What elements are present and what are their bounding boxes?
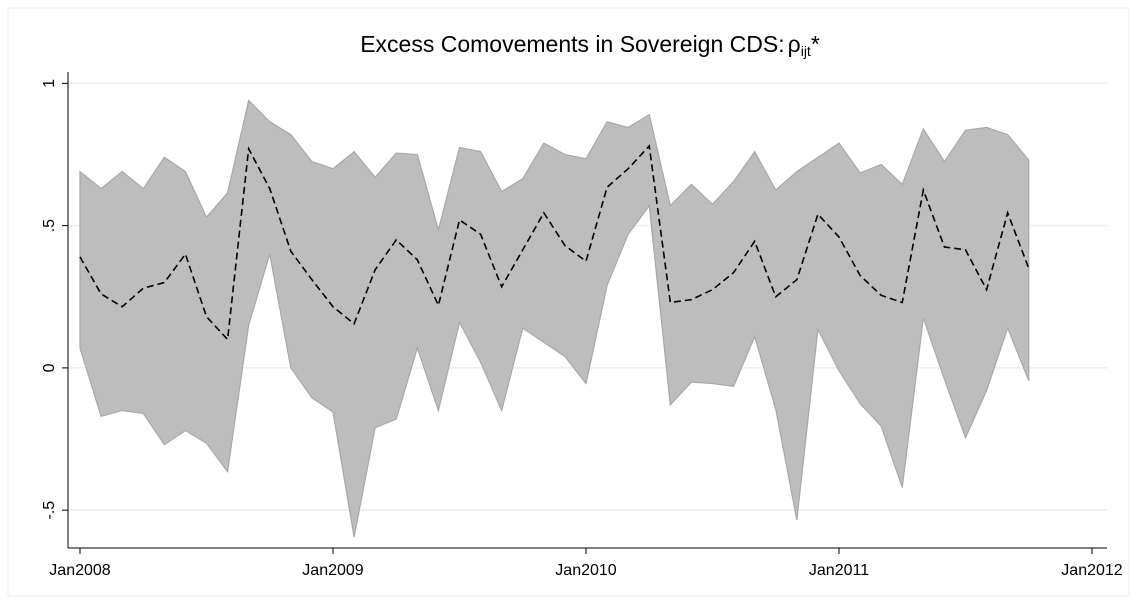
y-tick-label: 1 [41, 79, 58, 88]
x-tick-label: Jan2011 [809, 562, 869, 579]
title-subscript: ijt [801, 43, 811, 59]
x-tick-label: Jan2012 [1061, 562, 1122, 579]
y-tick-label: -.5 [41, 501, 58, 520]
title-text: Excess Comovements in Sovereign CDS: [360, 31, 784, 57]
y-tick-label: 0 [41, 363, 58, 372]
y-tick-label: .5 [41, 219, 58, 232]
chart-title: Excess Comovements in Sovereign CDS: ρijt… [360, 31, 820, 59]
title-symbol: ρ [788, 31, 801, 57]
title-suffix: * [811, 31, 820, 57]
confidence-band [79, 99, 1030, 538]
x-tick-label: Jan2008 [49, 562, 110, 579]
series-line [79, 144, 1030, 342]
x-tick-label: Jan2010 [555, 562, 616, 579]
x-tick-label: Jan2009 [302, 562, 363, 579]
